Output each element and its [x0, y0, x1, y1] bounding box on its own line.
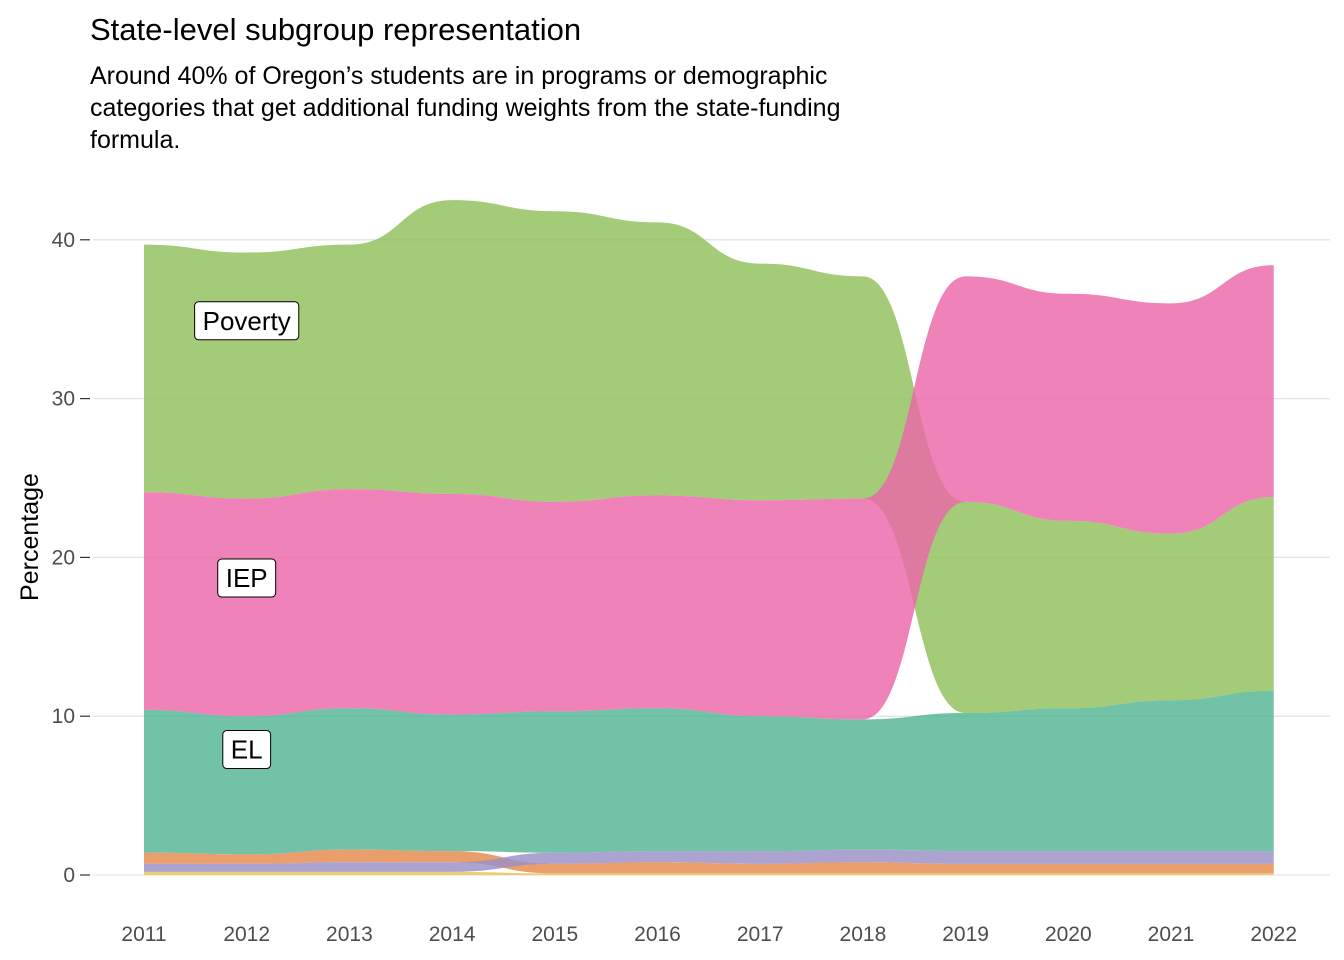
- x-tick-label: 2018: [840, 923, 887, 946]
- chart-title: State-level subgroup representation: [90, 12, 582, 47]
- x-tick-label: 2014: [429, 923, 476, 946]
- series-label-text: Poverty: [203, 306, 291, 336]
- x-tick-label: 2013: [326, 923, 373, 946]
- y-tick-label: 20: [52, 546, 75, 569]
- series-band-orange: [144, 849, 1274, 874]
- series-label-box: [194, 301, 300, 341]
- series-label-text: IEP: [226, 563, 268, 593]
- series-label: IEP: [217, 558, 277, 598]
- series-band-iep: [144, 265, 1274, 720]
- y-tick-label: 30: [52, 388, 75, 411]
- y-axis-label: Percentage: [16, 473, 44, 601]
- series-label-text: EL: [231, 735, 263, 765]
- x-tick-label: 2016: [634, 923, 681, 946]
- y-tick-label: 10: [52, 705, 75, 728]
- series-labels: Poverty IEP EL: [194, 301, 300, 770]
- x-tick-label: 2011: [121, 923, 166, 946]
- series-label: Poverty: [194, 301, 300, 341]
- series-label: EL: [222, 730, 272, 770]
- y-tick-label: 0: [63, 864, 75, 887]
- series-band-poverty: [144, 200, 1274, 714]
- x-tick-label: 2015: [531, 923, 578, 946]
- series-label-box: [217, 558, 277, 598]
- x-tick-label: 2017: [737, 923, 784, 946]
- x-axis-ticks: 2011 2012 2013 2014 2015 2016 2017 2018 2019 2020…: [121, 923, 1297, 946]
- y-axis-ticks: 0 10 20 30 40: [52, 229, 90, 887]
- chart-subtitle: Around 40% of Oregon’s students are in p…: [90, 62, 841, 154]
- series-bands: [144, 200, 1274, 875]
- series-label-box: [222, 730, 272, 770]
- series-band-yellow: [144, 871, 1274, 875]
- x-tick-label: 2012: [223, 923, 270, 946]
- series-band-purple: [144, 849, 1274, 872]
- x-tick-label: 2021: [1148, 923, 1195, 946]
- x-tick-label: 2019: [942, 923, 989, 946]
- x-tick-label: 2020: [1045, 923, 1092, 946]
- series-band-el: [144, 690, 1274, 855]
- y-tick-label: 40: [52, 229, 75, 252]
- x-tick-label: 2022: [1250, 923, 1297, 946]
